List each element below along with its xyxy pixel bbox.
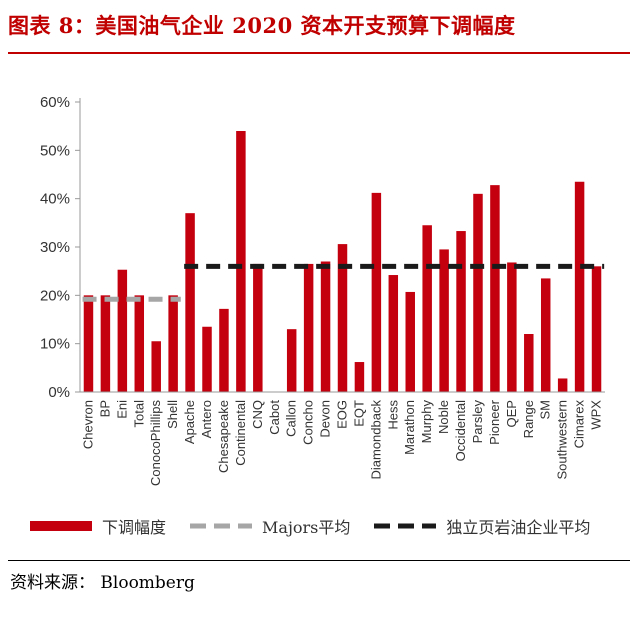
bar-bp bbox=[100, 295, 111, 392]
y-tick-label: 50% bbox=[40, 142, 70, 159]
legend: 下调幅度 Majors平均 独立页岩油企业平均 bbox=[30, 512, 614, 540]
chart-title: 图表 8：美国油气企业 2020 资本开支预算下调幅度 bbox=[8, 13, 516, 38]
legend-item-decline: 下调幅度 bbox=[30, 514, 166, 538]
bar-occidental bbox=[456, 231, 466, 392]
bar-eog bbox=[337, 244, 348, 392]
category-label: Chevron bbox=[80, 400, 95, 449]
y-axis: 0% 10% 20% 30% 40% 50% 60% bbox=[40, 94, 81, 401]
bar-concho bbox=[303, 263, 314, 392]
y-tick-label: 60% bbox=[40, 94, 70, 111]
bar-hess bbox=[388, 275, 399, 392]
category-label: Occidental bbox=[453, 400, 468, 462]
category-label: Apache bbox=[182, 400, 197, 444]
bar-conocophillips bbox=[151, 341, 161, 392]
source-note: 资料来源： Bloomberg bbox=[10, 573, 195, 593]
category-label: Noble bbox=[436, 400, 451, 434]
category-label: CNQ bbox=[250, 400, 265, 429]
category-label: Cimarex bbox=[572, 400, 587, 449]
category-label: Continental bbox=[233, 400, 248, 466]
bar-diamondback bbox=[371, 192, 382, 392]
category-label: Chesapeake bbox=[216, 400, 231, 473]
legend-label-independent: 独立页岩油企业平均 bbox=[446, 518, 591, 537]
legend-item-independent: 独立页岩油企业平均 bbox=[374, 514, 590, 538]
bar-chevron bbox=[83, 295, 94, 392]
bar-marathon bbox=[405, 291, 415, 392]
title-divider bbox=[8, 52, 630, 54]
category-label: Concho bbox=[301, 400, 316, 445]
bar-apache bbox=[185, 213, 195, 392]
bar-callon bbox=[286, 329, 297, 392]
category-label: WPX bbox=[589, 400, 604, 430]
bar-chart: 0%10%20%30%40%50%60% Chevron BP Eni Total Co… bbox=[40, 94, 605, 486]
bar-continental bbox=[236, 131, 246, 392]
category-label: Parsley bbox=[470, 400, 485, 444]
y-tick-label: 20% bbox=[40, 287, 70, 304]
bar-range bbox=[524, 334, 534, 392]
y-tick-label: 30% bbox=[40, 239, 70, 256]
category-label: SM bbox=[538, 400, 553, 420]
bar-southwestern bbox=[557, 378, 568, 392]
bar-eqt bbox=[354, 362, 365, 392]
reference-lines bbox=[82, 263, 605, 302]
category-label: EQT bbox=[351, 400, 366, 427]
legend-swatch-independent bbox=[374, 523, 437, 529]
bar-shell bbox=[168, 295, 178, 392]
category-label: Southwestern bbox=[555, 400, 570, 480]
bar-antero bbox=[202, 326, 212, 392]
bars-group bbox=[83, 131, 602, 392]
category-label: Total bbox=[131, 400, 146, 428]
footer-divider bbox=[8, 560, 630, 561]
y-tick-label: 40% bbox=[40, 191, 70, 208]
category-label: Range bbox=[521, 400, 536, 438]
category-label: Shell bbox=[165, 400, 180, 429]
bar-cnq bbox=[253, 263, 263, 392]
y-tick-label: 0% bbox=[48, 384, 70, 401]
legend-label-decline: 下调幅度 bbox=[102, 518, 167, 537]
bar-murphy bbox=[422, 225, 432, 392]
category-label: ConocoPhillips bbox=[148, 400, 163, 486]
legend-item-majors: Majors平均 bbox=[190, 514, 350, 538]
bar-cimarex bbox=[574, 181, 585, 392]
bar-total bbox=[134, 295, 145, 392]
bar-pioneer bbox=[490, 185, 500, 392]
legend-label-majors: Majors平均 bbox=[262, 518, 351, 537]
bar-qep bbox=[507, 262, 517, 392]
y-tick-label: 10% bbox=[40, 336, 70, 353]
category-label: Callon bbox=[284, 400, 299, 437]
category-labels: Chevron BP Eni Total ConocoPhillips Shell Apac… bbox=[80, 399, 603, 486]
category-label: Cabot bbox=[267, 400, 282, 435]
category-label: Marathon bbox=[402, 400, 417, 455]
category-label: Eni bbox=[114, 400, 129, 419]
bar-parsley bbox=[473, 193, 483, 392]
bar-noble bbox=[439, 249, 449, 392]
bar-eni bbox=[117, 269, 128, 392]
category-label: Antero bbox=[199, 400, 214, 438]
category-label: Diamondback bbox=[368, 400, 383, 480]
bar-chesapeake bbox=[219, 308, 229, 392]
category-label: Hess bbox=[385, 400, 400, 430]
bar-sm bbox=[540, 278, 551, 392]
legend-swatch-bar bbox=[30, 521, 92, 531]
category-label: Devon bbox=[318, 400, 333, 438]
bar-devon bbox=[320, 261, 331, 392]
category-label: Pioneer bbox=[487, 399, 502, 444]
category-label: EOG bbox=[335, 400, 350, 429]
legend-swatch-majors bbox=[190, 523, 253, 529]
category-label: Murphy bbox=[419, 400, 434, 444]
category-label: BP bbox=[97, 400, 112, 417]
category-label: QEP bbox=[504, 400, 519, 427]
bar-wpx bbox=[591, 266, 602, 392]
